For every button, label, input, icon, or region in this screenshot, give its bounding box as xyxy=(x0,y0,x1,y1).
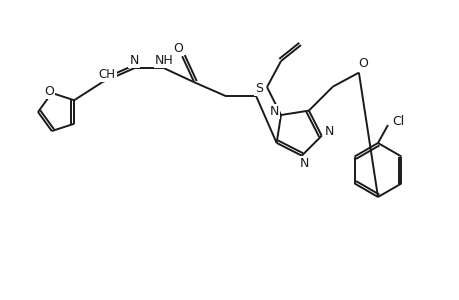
Text: NH: NH xyxy=(155,54,173,67)
Text: S: S xyxy=(255,82,263,95)
Text: CH: CH xyxy=(99,68,115,81)
Text: O: O xyxy=(357,57,367,70)
Text: N: N xyxy=(325,125,334,138)
Text: O: O xyxy=(173,42,183,55)
Text: N: N xyxy=(129,54,139,67)
Text: Cl: Cl xyxy=(391,115,403,128)
Text: N: N xyxy=(299,157,309,170)
Text: O: O xyxy=(44,85,54,98)
Text: N: N xyxy=(269,104,278,118)
